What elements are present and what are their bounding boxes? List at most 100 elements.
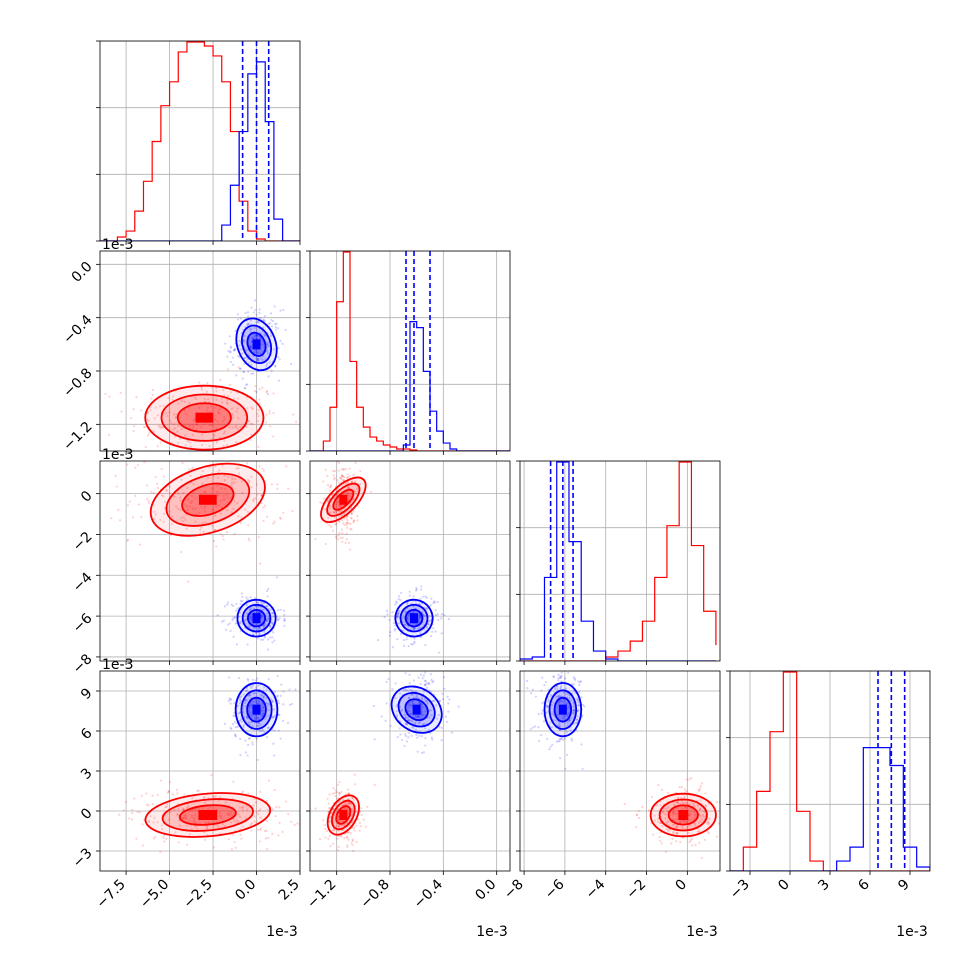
sample-point (194, 397, 198, 401)
sample-point (254, 349, 257, 352)
sample-point (252, 611, 256, 614)
sample-point (672, 812, 675, 815)
sample-point (175, 413, 178, 416)
sample-point (246, 407, 249, 410)
sample-point (422, 690, 426, 693)
sample-point (395, 710, 398, 713)
sample-point (430, 597, 433, 600)
sample-point (262, 709, 265, 712)
sample-point (412, 679, 416, 682)
sample-point (652, 833, 655, 836)
sample-point (351, 839, 354, 842)
sample-point (345, 808, 348, 811)
sample-point (559, 675, 562, 678)
sample-point (133, 797, 136, 800)
sample-point (170, 421, 173, 425)
sample-point (186, 843, 189, 846)
sample-point (557, 724, 560, 727)
sample-point (404, 723, 407, 726)
sample-point (405, 740, 409, 743)
sample-point (410, 712, 413, 716)
sample-point (546, 706, 550, 709)
sample-point (350, 821, 354, 824)
sample-point (250, 340, 253, 343)
sample-point (230, 511, 233, 514)
sample-point (349, 527, 352, 531)
sample-point (733, 811, 735, 813)
sample-point (425, 596, 428, 599)
sample-point (171, 515, 174, 518)
sample-point (257, 626, 261, 629)
sample-point (210, 487, 214, 490)
sample-point (447, 710, 450, 713)
sample-point (201, 443, 204, 447)
sample-point (413, 627, 416, 630)
sample-point (278, 821, 281, 825)
sample-point (265, 413, 268, 416)
sample-point (405, 722, 408, 726)
sample-point (267, 678, 270, 681)
sample-point (250, 372, 253, 375)
sample-point (280, 683, 283, 686)
sample-point (144, 445, 147, 449)
sample-point (251, 743, 254, 746)
sample-point (182, 516, 185, 519)
sample-point (340, 528, 343, 531)
sample-point (334, 794, 337, 798)
sample-point (162, 453, 164, 455)
sample-point (397, 616, 400, 619)
sample-point (431, 681, 434, 684)
sample-point (706, 820, 709, 824)
sample-point (561, 700, 565, 703)
sample-point (250, 306, 253, 309)
sample-point (352, 510, 355, 513)
sample-point (242, 693, 245, 696)
sample-point (192, 820, 196, 823)
sample-point (120, 410, 123, 413)
sample-point (336, 500, 339, 503)
sample-point (560, 667, 562, 669)
sample-point (245, 716, 249, 719)
sample-point (169, 811, 172, 814)
sample-point (222, 389, 225, 392)
sample-point (707, 821, 710, 824)
sample-point (683, 821, 686, 824)
sample-point (255, 483, 259, 486)
sample-point (240, 480, 244, 483)
sample-point (336, 538, 340, 541)
sample-point (660, 788, 664, 791)
sample-point (241, 377, 244, 380)
sample-point (220, 396, 223, 400)
density-peak-blue (412, 704, 421, 715)
sample-point (408, 719, 411, 722)
sample-point (273, 520, 276, 523)
sample-point (531, 688, 535, 691)
sample-point (565, 730, 568, 734)
sample-point (346, 481, 349, 484)
sample-point (677, 803, 680, 806)
sample-point (115, 485, 118, 488)
sample-point (262, 712, 265, 716)
sample-point (388, 634, 392, 637)
sample-point (700, 818, 703, 821)
sample-point (418, 626, 422, 630)
sample-point (342, 467, 346, 471)
sample-point (184, 816, 187, 819)
sample-point (107, 433, 111, 437)
sample-point (717, 822, 720, 825)
sample-point (260, 615, 264, 618)
x-tick-label-p4: 9 (895, 877, 913, 895)
sample-point (336, 493, 339, 497)
sample-point (337, 815, 340, 819)
sample-point (440, 632, 443, 635)
sample-point (266, 589, 269, 593)
sample-point (406, 689, 409, 692)
sample-point (345, 468, 348, 471)
sample-point (262, 326, 265, 329)
sample-point (135, 396, 138, 399)
sample-point (272, 435, 275, 438)
sample-point (186, 508, 189, 512)
y-tick-label-p4: 9 (78, 685, 96, 703)
sample-point (219, 532, 222, 535)
sample-point (573, 709, 576, 712)
